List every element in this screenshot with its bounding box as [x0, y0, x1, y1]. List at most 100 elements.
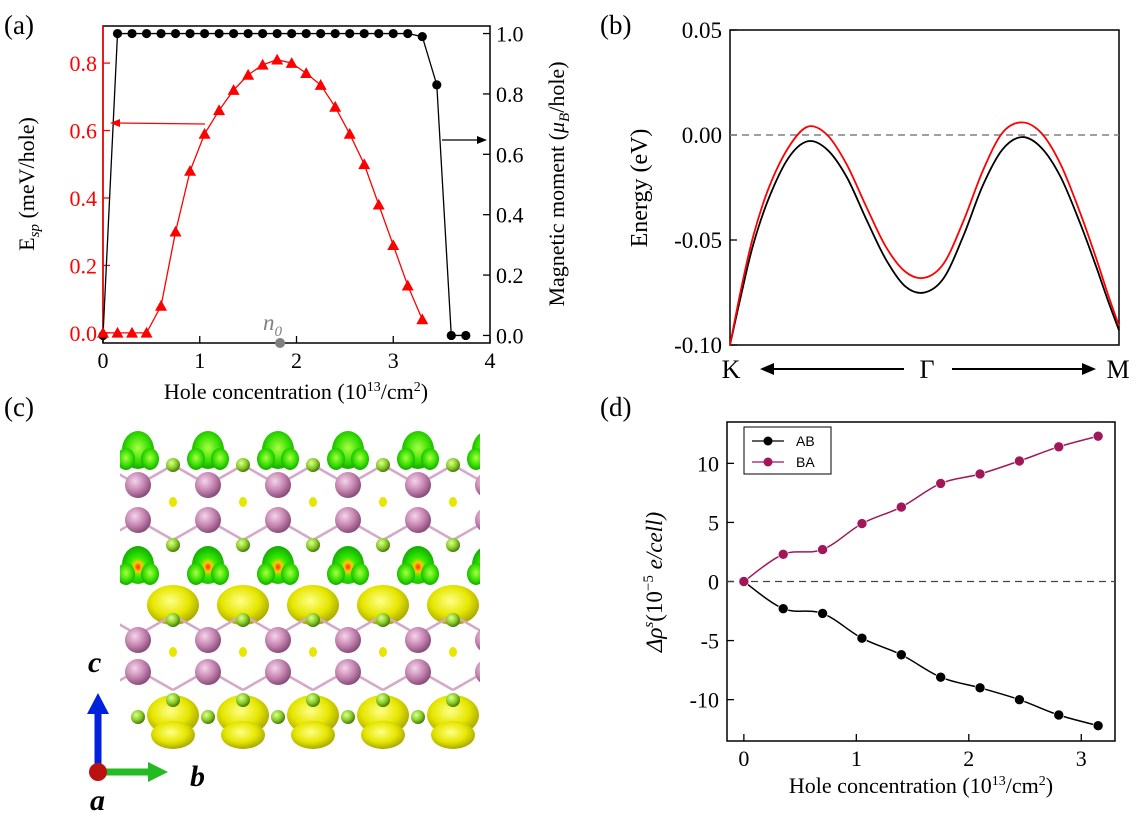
isosurface-yellow: [449, 647, 457, 657]
axis-b-label: b: [190, 760, 205, 793]
ab-point: [935, 671, 946, 683]
panel-c: (c): [4, 392, 549, 817]
x-tick-label: 1: [194, 348, 205, 373]
esp-point: [198, 127, 211, 139]
ba-point: [856, 518, 868, 529]
moment-point: [461, 330, 471, 341]
atom-pink: [335, 627, 361, 653]
atom-pink: [475, 629, 480, 651]
isosurface-yellow: [309, 647, 317, 657]
legend-ba-label: BA: [796, 454, 815, 470]
isosurface-green: [211, 563, 229, 585]
bond: [488, 670, 523, 690]
moment-point: [199, 28, 210, 39]
moment-point: [258, 28, 268, 39]
ab-point: [856, 632, 868, 644]
ba-point: [777, 549, 789, 560]
x-tick-label: 3: [388, 348, 399, 373]
moment-point: [388, 28, 398, 39]
left-tick-label: 0.0: [70, 321, 98, 346]
ab-point: [1014, 694, 1025, 705]
atom-green: [446, 613, 460, 627]
moment-point: [403, 28, 413, 39]
path-arrow-left-head-icon: [760, 363, 774, 375]
y-tick-label: 0.05: [682, 18, 722, 43]
band-black-line: [729, 136, 1120, 346]
moment-point: [301, 28, 311, 39]
atom-pink: [405, 627, 431, 653]
atom-pink: [265, 507, 291, 533]
y-tick-label: -0.10: [674, 333, 722, 358]
isosurface-yellow: [221, 721, 265, 749]
ba-point: [896, 501, 907, 513]
esp-line: [103, 59, 423, 334]
atom-green: [376, 458, 390, 472]
moment-point: [214, 28, 224, 39]
panel-a-left-ticks: 0.0 0.2 0.4 0.6 0.8: [70, 51, 110, 346]
left-tick-label: 0.6: [70, 119, 98, 144]
atom-green: [446, 458, 460, 472]
atom-green: [306, 613, 320, 627]
isosurface-yellow: [151, 721, 195, 749]
moment-point: [417, 31, 427, 42]
x-tick-label: 0: [98, 348, 109, 373]
atom-green: [341, 710, 355, 724]
esp-point: [242, 68, 255, 80]
y-tick-label: 10: [697, 451, 719, 476]
atom-green: [376, 693, 390, 707]
atom-pink: [405, 507, 431, 533]
isosurface-green: [351, 563, 369, 585]
ab-point: [1053, 709, 1065, 721]
panel-d-x-ticks: 0 1 2 3: [738, 734, 1087, 771]
right-tick-label: 0.8: [496, 82, 524, 107]
atom-pink: [265, 659, 291, 685]
esp-point: [169, 225, 182, 237]
esp-point: [111, 326, 124, 338]
x-tick-label: 2: [291, 348, 302, 373]
atom-green: [481, 710, 495, 724]
panel-a-series: [97, 28, 471, 341]
atom-green: [446, 538, 460, 552]
left-tick-label: 0.8: [70, 51, 98, 76]
x-tick-label: 1: [851, 746, 862, 771]
panel-a-x-axis-label: Hole concentration (1013/cm2): [164, 379, 428, 404]
panel-b-series: [729, 121, 1120, 346]
panel-b-label: (b): [600, 10, 631, 40]
isosurface-yellow: [147, 585, 199, 625]
isosurface-green: [211, 448, 229, 470]
esp-point: [387, 239, 400, 251]
bond: [488, 520, 523, 540]
panel-d-series: [727, 430, 1115, 731]
atom-green: [306, 458, 320, 472]
panel-d-y-ticks: -10 -5 0 5 10: [690, 451, 734, 713]
moment-point: [330, 28, 340, 39]
panel-a-label: (a): [4, 10, 34, 40]
moment-point: [170, 28, 181, 39]
esp-point: [343, 127, 356, 139]
atom-pink: [475, 474, 480, 496]
panel-b-frame: [729, 29, 1120, 346]
atom-pink: [195, 627, 221, 653]
atom-green: [236, 613, 250, 627]
legend-ab-label: AB: [796, 433, 815, 449]
atom-pink: [475, 509, 480, 531]
atom-pink: [405, 659, 431, 685]
y-tick-label: -10: [690, 688, 719, 713]
isosurface-yellow: [497, 585, 549, 625]
isosurface-green: [257, 448, 275, 470]
ab-point: [777, 603, 789, 614]
atom-pink: [335, 507, 361, 533]
esp-point: [213, 104, 226, 116]
isosurface-green: [281, 448, 299, 470]
atom-pink: [195, 507, 221, 533]
k-label-Gamma: Γ: [919, 355, 934, 384]
atom-pink: [475, 661, 480, 683]
n0-annotation: n0: [263, 310, 283, 340]
moment-point: [141, 28, 152, 39]
esp-point: [329, 100, 342, 112]
bond: [452, 523, 480, 542]
esp-point: [372, 198, 385, 210]
isosurface-yellow: [309, 497, 317, 507]
right-tick-label: 1.0: [496, 22, 524, 47]
x-tick-label: 4: [485, 348, 496, 373]
